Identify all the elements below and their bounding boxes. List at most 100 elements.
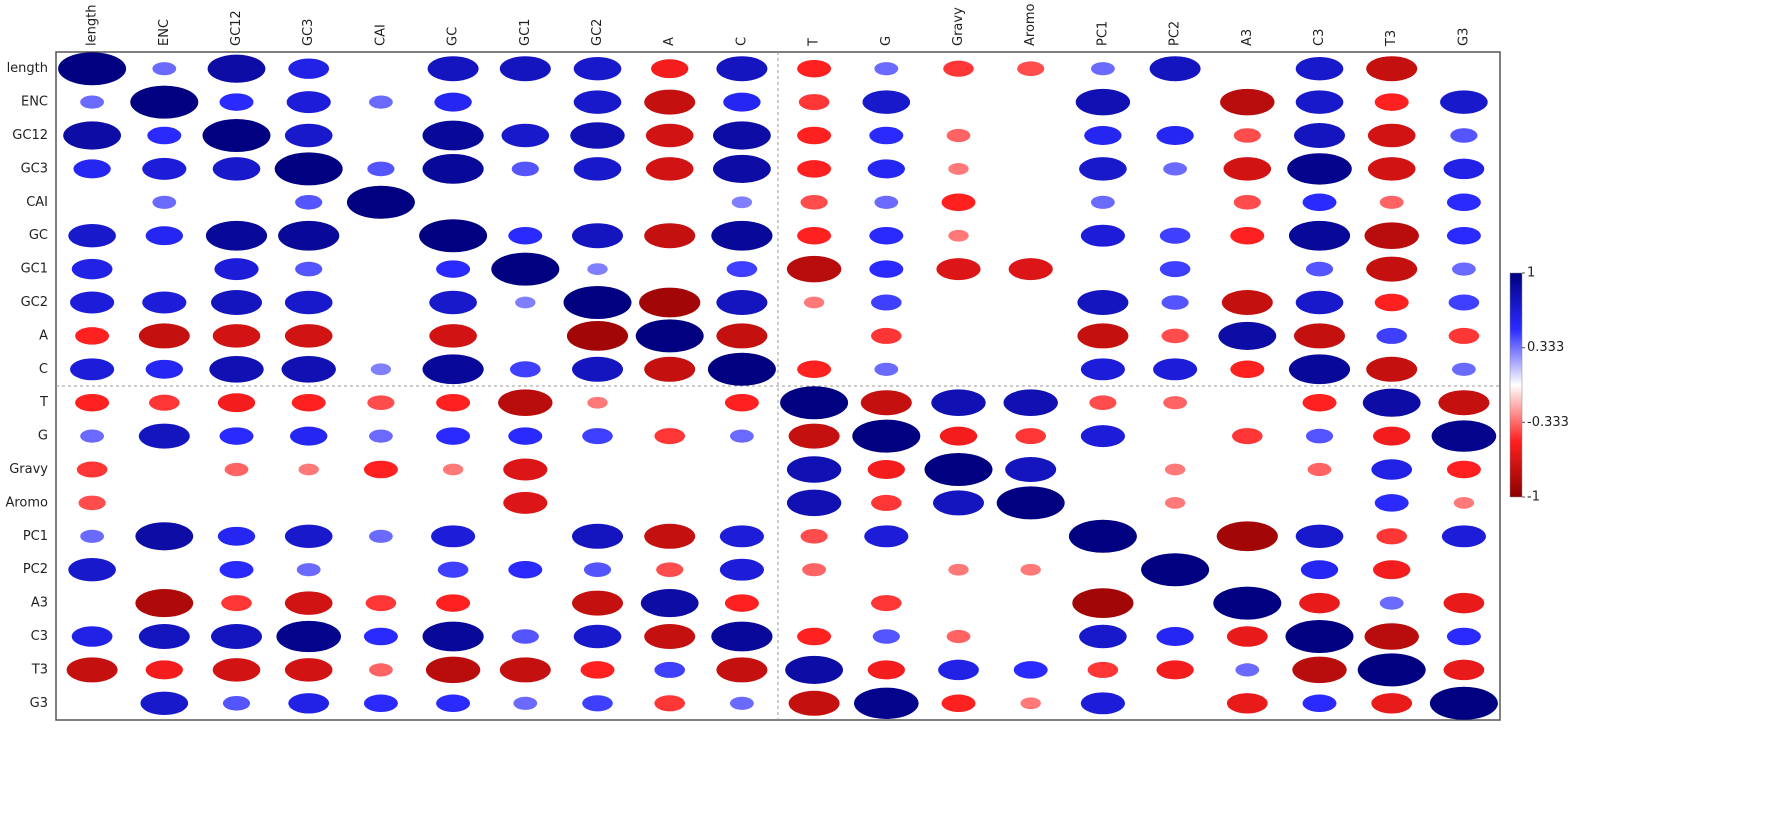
row-label: GC2 bbox=[21, 295, 48, 310]
correlation-ellipse bbox=[1235, 663, 1260, 677]
correlation-ellipse bbox=[207, 54, 266, 83]
correlation-ellipse bbox=[71, 258, 113, 280]
correlation-ellipse bbox=[639, 287, 701, 318]
correlation-ellipse bbox=[719, 558, 765, 581]
correlation-ellipse bbox=[931, 389, 986, 416]
correlation-ellipse bbox=[797, 59, 832, 78]
correlation-ellipse bbox=[635, 319, 704, 353]
correlation-ellipse bbox=[295, 261, 323, 277]
row-label: Gravy bbox=[9, 462, 48, 477]
correlation-ellipse bbox=[726, 261, 758, 278]
correlation-ellipse bbox=[1295, 90, 1344, 114]
correlation-ellipse bbox=[363, 694, 398, 713]
correlation-ellipse bbox=[731, 196, 753, 209]
correlation-ellipse bbox=[724, 393, 759, 412]
correlation-ellipse bbox=[224, 462, 249, 477]
correlation-ellipse bbox=[1163, 162, 1187, 176]
correlation-ellipse bbox=[1161, 295, 1189, 310]
correlation-ellipse bbox=[948, 229, 969, 242]
correlation-ellipse bbox=[442, 463, 464, 476]
correlation-ellipse bbox=[1233, 128, 1261, 143]
correlation-ellipse bbox=[1232, 428, 1263, 445]
correlation-ellipse bbox=[1429, 686, 1498, 720]
correlation-ellipse bbox=[135, 522, 194, 551]
correlation-ellipse bbox=[1302, 393, 1337, 412]
correlation-ellipse bbox=[1367, 157, 1416, 181]
correlation-ellipse bbox=[1374, 494, 1409, 512]
correlation-ellipse bbox=[152, 62, 177, 76]
correlation-ellipse bbox=[508, 560, 543, 579]
correlation-ellipse bbox=[797, 126, 832, 145]
correlation-ellipse bbox=[1153, 358, 1198, 381]
correlation-ellipse bbox=[63, 121, 121, 150]
correlation-ellipse bbox=[419, 219, 488, 253]
correlation-ellipse bbox=[498, 389, 553, 416]
row-label: GC bbox=[29, 228, 48, 243]
correlation-ellipse bbox=[941, 694, 976, 713]
correlation-ellipse bbox=[1294, 323, 1345, 349]
column-label: GC3 bbox=[301, 19, 316, 46]
row-label: GC12 bbox=[12, 128, 48, 143]
correlation-ellipse bbox=[76, 461, 108, 478]
correlation-ellipse bbox=[573, 56, 622, 81]
correlation-ellipse bbox=[946, 128, 971, 143]
correlation-ellipse bbox=[1233, 194, 1261, 210]
correlation-ellipse bbox=[1156, 627, 1194, 646]
correlation-ellipse bbox=[80, 529, 104, 543]
correlation-ellipse bbox=[212, 157, 261, 181]
row-label: A bbox=[39, 328, 48, 343]
correlation-ellipse bbox=[367, 161, 395, 177]
correlation-ellipse bbox=[711, 621, 773, 652]
column-label: PC2 bbox=[1168, 21, 1183, 46]
correlation-ellipse bbox=[1080, 692, 1125, 715]
row-label: PC1 bbox=[23, 529, 48, 544]
correlation-ellipse bbox=[1091, 195, 1115, 209]
correlation-ellipse bbox=[503, 491, 548, 514]
correlation-ellipse bbox=[582, 428, 613, 445]
colorbar bbox=[1509, 272, 1523, 498]
correlation-ellipse bbox=[1305, 428, 1334, 444]
correlation-ellipse bbox=[640, 589, 699, 618]
correlation-ellipse bbox=[1080, 224, 1125, 247]
correlation-ellipse bbox=[1373, 426, 1411, 446]
correlation-ellipse bbox=[369, 95, 393, 109]
correlation-ellipse bbox=[871, 327, 902, 344]
correlation-ellipse bbox=[867, 460, 905, 479]
correlation-ellipse bbox=[147, 126, 182, 145]
correlation-ellipse bbox=[654, 695, 685, 712]
correlation-ellipse bbox=[222, 695, 251, 711]
correlation-ellipse bbox=[1223, 157, 1272, 181]
correlation-ellipse bbox=[499, 56, 551, 82]
correlation-ellipse bbox=[58, 52, 127, 86]
column-label: G3 bbox=[1456, 28, 1471, 46]
correlation-ellipse bbox=[1374, 93, 1409, 111]
correlation-ellipse bbox=[221, 595, 252, 612]
column-label: A3 bbox=[1240, 29, 1255, 46]
correlation-ellipse bbox=[70, 291, 115, 314]
correlation-ellipse bbox=[437, 561, 469, 578]
correlation-ellipse bbox=[1453, 497, 1475, 509]
row-label: GC1 bbox=[21, 262, 48, 277]
correlation-ellipse bbox=[869, 226, 904, 245]
correlation-ellipse bbox=[284, 123, 333, 148]
column-label: length bbox=[85, 5, 100, 46]
column-label: GC2 bbox=[590, 19, 605, 46]
correlation-ellipse bbox=[138, 623, 190, 650]
correlation-ellipse bbox=[1446, 460, 1481, 479]
correlation-ellipse bbox=[874, 195, 899, 209]
correlation-ellipse bbox=[1159, 227, 1191, 244]
correlation-ellipse bbox=[797, 226, 832, 245]
correlation-ellipse bbox=[508, 427, 543, 445]
correlation-ellipse bbox=[1446, 226, 1481, 245]
correlation-ellipse bbox=[370, 363, 392, 376]
correlation-ellipse bbox=[422, 120, 484, 151]
correlation-ellipse bbox=[513, 696, 538, 710]
correlation-ellipse bbox=[1364, 623, 1419, 650]
correlation-ellipse bbox=[288, 693, 330, 714]
correlation-ellipse bbox=[1448, 294, 1480, 311]
column-label: C3 bbox=[1312, 29, 1327, 46]
row-label: GC3 bbox=[21, 161, 48, 176]
correlation-ellipse bbox=[1438, 390, 1490, 416]
correlation-ellipse bbox=[422, 354, 484, 385]
correlation-ellipse bbox=[1230, 360, 1265, 379]
